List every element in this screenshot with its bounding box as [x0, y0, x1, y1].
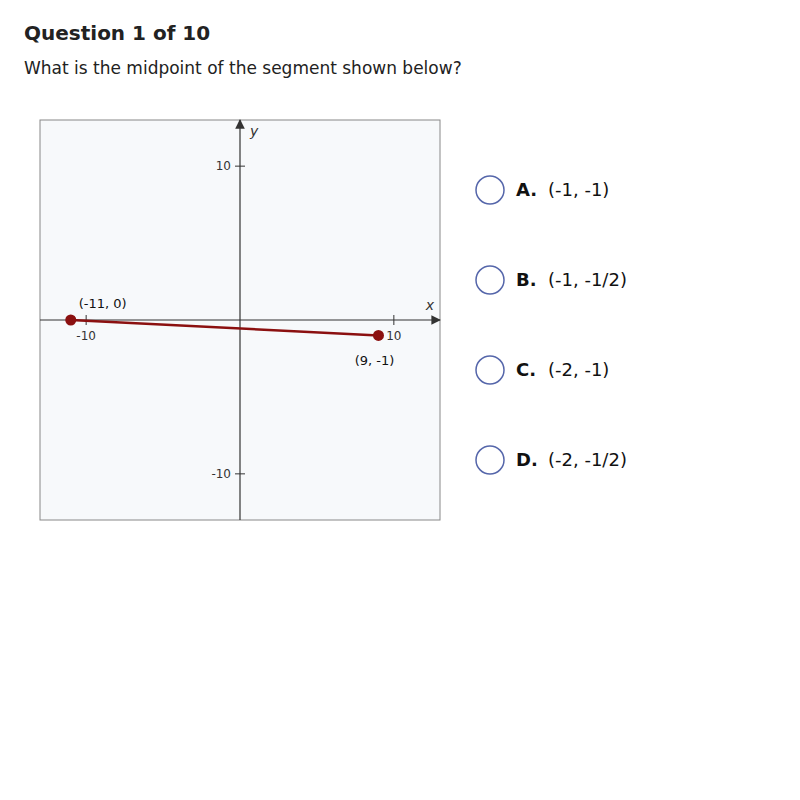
point [373, 330, 384, 341]
point-label: (-11, 0) [79, 296, 127, 311]
y-axis-label: y [249, 123, 259, 139]
choice-radio[interactable] [476, 446, 504, 474]
y-tick-label: 10 [216, 159, 231, 173]
choice-text: (-1, -1/2) [548, 269, 627, 290]
chart: Question 1 of 10 What is the midpoint of … [0, 0, 800, 800]
y-tick-label: -10 [211, 467, 231, 481]
x-tick [393, 315, 394, 325]
x-axis-label: x [425, 297, 435, 313]
choice-label: C. [516, 359, 536, 380]
x-tick-label: 10 [386, 329, 401, 343]
choice-radio[interactable] [476, 266, 504, 294]
choice-radio[interactable] [476, 176, 504, 204]
choice-text: (-2, -1) [548, 359, 609, 380]
point-label: (9, -1) [355, 353, 395, 368]
subtitle: What is the midpoint of the segment show… [24, 58, 462, 78]
choice[interactable]: C. (-2, -1) [476, 356, 609, 384]
x-tick-label: -10 [76, 329, 96, 343]
point [65, 315, 76, 326]
choice-label: B. [516, 269, 537, 290]
choice-text: (-1, -1) [548, 179, 609, 200]
choice-label: D. [516, 449, 538, 470]
choice[interactable]: D. (-2, -1/2) [476, 446, 627, 474]
choice-text: (-2, -1/2) [548, 449, 627, 470]
y-tick [235, 473, 245, 474]
segment [71, 320, 379, 335]
title: Question 1 of 10 [24, 21, 210, 45]
choice[interactable]: A. (-1, -1) [476, 176, 609, 204]
plot-frame [40, 120, 440, 520]
choice-radio[interactable] [476, 356, 504, 384]
data-layer [65, 315, 384, 341]
choice-label: A. [516, 179, 537, 200]
choice[interactable]: B. (-1, -1/2) [476, 266, 627, 294]
y-tick [235, 166, 245, 167]
y-axis [239, 120, 240, 520]
